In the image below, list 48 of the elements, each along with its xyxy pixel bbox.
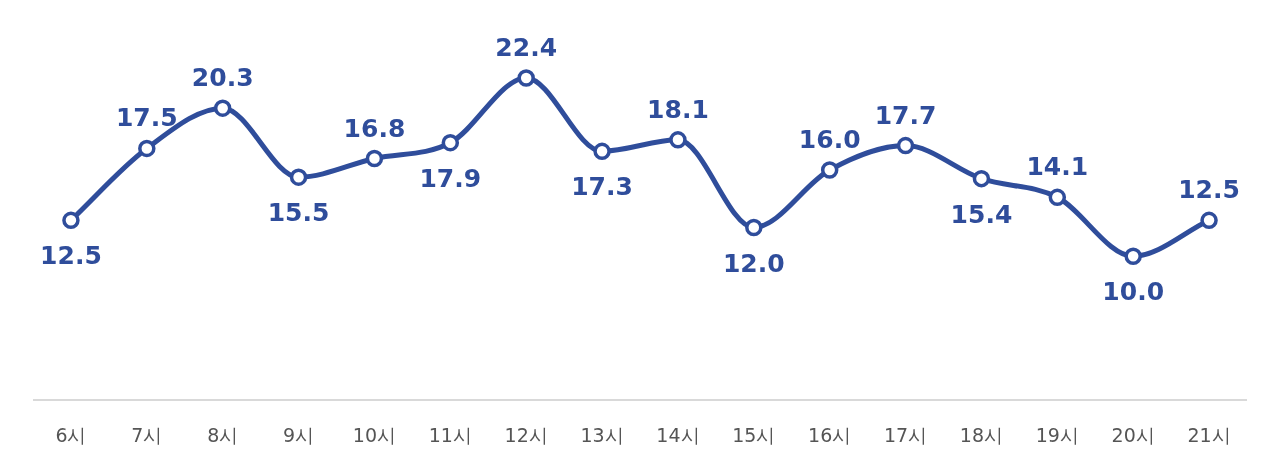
data-label: 16.0 xyxy=(798,125,861,154)
point xyxy=(820,161,839,179)
x-tick-label: 9시 xyxy=(283,424,315,446)
data-label: 16.8 xyxy=(343,113,406,143)
point xyxy=(365,149,384,168)
data-label: 12.5 xyxy=(40,241,102,271)
x-tick-label: 17시 xyxy=(883,424,928,446)
data-label: 17.5 xyxy=(115,103,178,133)
x-tick-label: 15시 xyxy=(732,424,776,446)
x-tick-label: 10시 xyxy=(352,424,397,446)
point xyxy=(1124,247,1142,265)
data-label: 14.1 xyxy=(1026,152,1089,182)
point xyxy=(289,168,308,186)
x-tick-label: 8시 xyxy=(207,424,239,446)
point xyxy=(213,99,232,117)
point xyxy=(972,169,991,188)
point xyxy=(745,218,763,237)
x-tick-label: 7시 xyxy=(131,424,163,446)
data-label: 12.5 xyxy=(1178,175,1240,205)
x-tick-label: 12시 xyxy=(504,424,548,446)
x-tick-label: 21시 xyxy=(1187,424,1231,446)
x-tick-label: 14시 xyxy=(656,424,700,446)
data-label: 15.5 xyxy=(267,198,330,228)
point xyxy=(62,211,80,230)
x-tick-label: 6시 xyxy=(55,424,87,446)
data-label: 17.7 xyxy=(874,100,937,130)
point xyxy=(138,139,156,158)
point xyxy=(1200,211,1218,230)
point xyxy=(669,131,687,149)
x-tick-label: 13시 xyxy=(580,424,624,446)
data-label: 20.3 xyxy=(191,63,254,93)
data-label: 22.4 xyxy=(495,33,558,62)
point xyxy=(441,133,460,152)
x-tick-label: 18시 xyxy=(959,424,1004,446)
point xyxy=(517,69,535,87)
x-tick-label: 16시 xyxy=(808,424,852,446)
data-label: 12.0 xyxy=(722,248,785,278)
point xyxy=(1048,188,1067,207)
x-tick-label: 20시 xyxy=(1111,424,1155,446)
x-tick-label: 19시 xyxy=(1035,424,1079,446)
data-label: 10.0 xyxy=(1102,277,1165,307)
data-label: 17.9 xyxy=(419,163,482,193)
data-label: 17.3 xyxy=(571,172,633,202)
x-tick-label: 11시 xyxy=(428,424,472,446)
point xyxy=(896,136,915,155)
data-label: 15.4 xyxy=(950,199,1013,229)
point xyxy=(593,142,611,161)
data-label: 18.1 xyxy=(647,94,709,124)
